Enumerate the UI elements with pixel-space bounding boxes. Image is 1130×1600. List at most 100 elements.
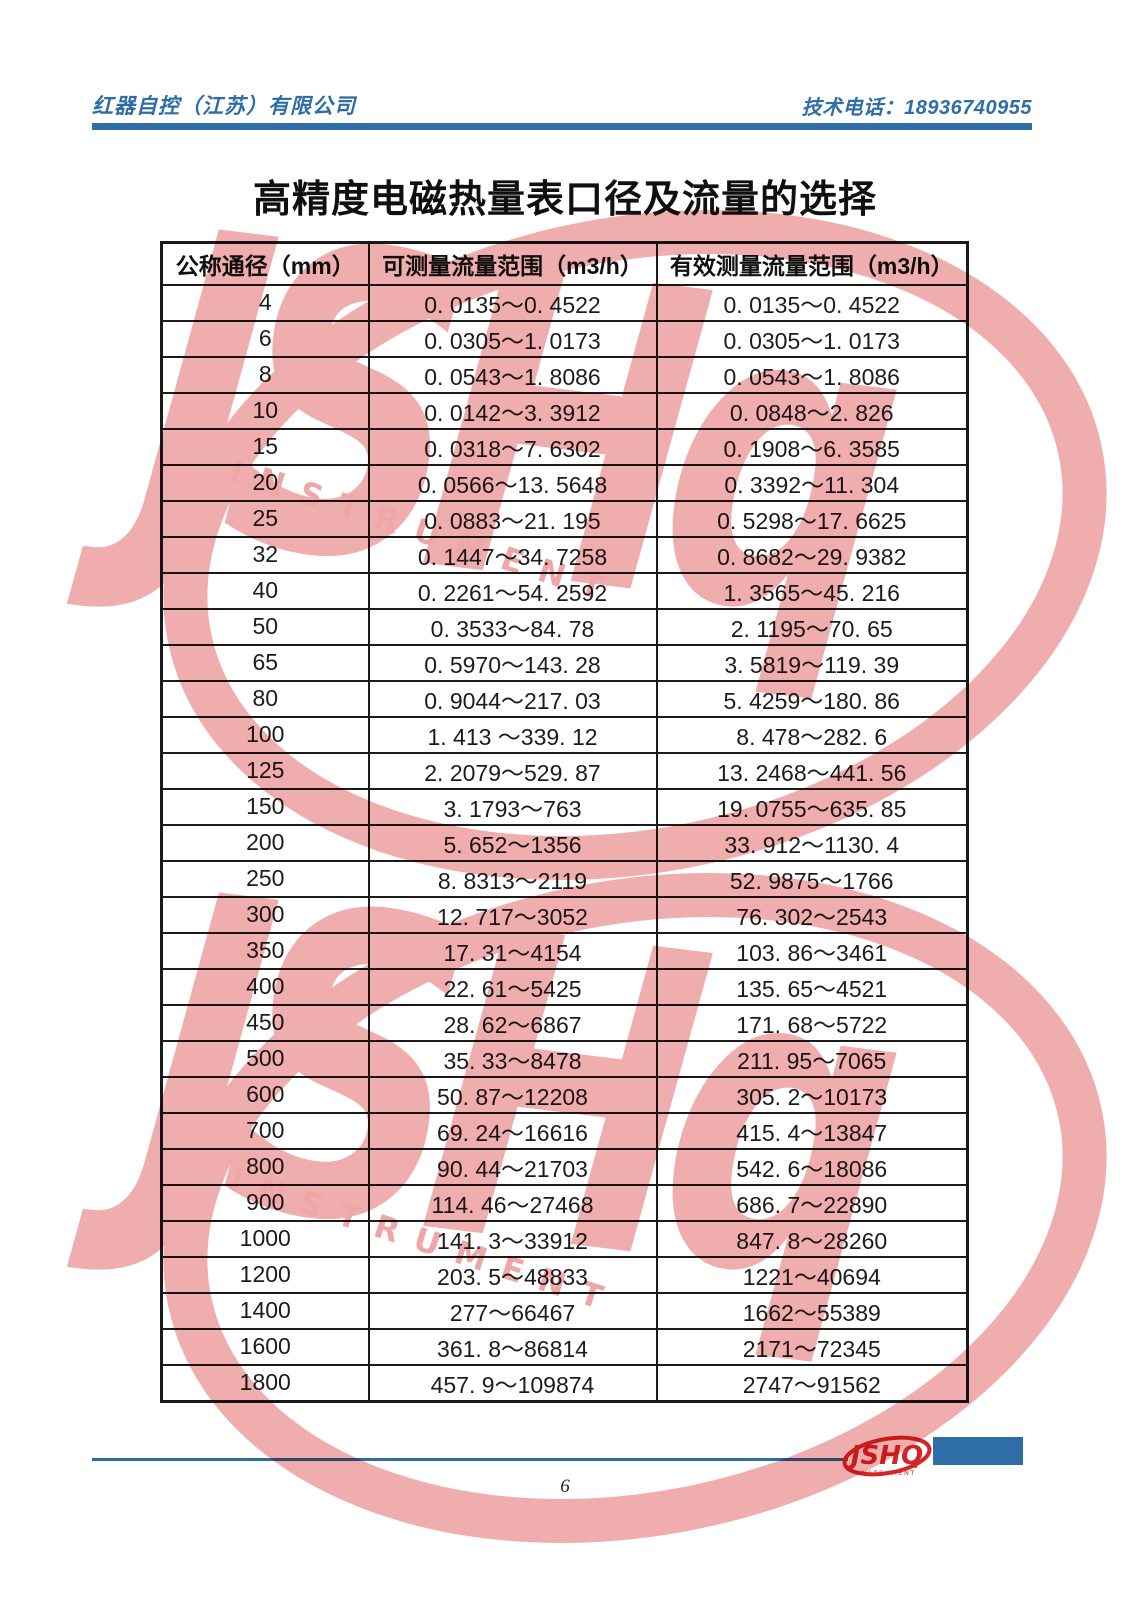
- cell-diameter: 100: [160, 715, 370, 754]
- cell-diameter: 1800: [160, 1363, 370, 1402]
- table-row: 350 17. 31～4154 103. 86～3461: [160, 931, 969, 970]
- cell-diameter: 600: [160, 1075, 370, 1114]
- table-row: 500 35. 33～8478 211. 95～7065: [160, 1039, 969, 1078]
- cell-effective-range: 0. 0305～1. 0173: [655, 319, 969, 358]
- cell-diameter: 20: [160, 463, 370, 502]
- page-title: 高精度电磁热量表口径及流量的选择: [252, 179, 877, 221]
- cell-measurable-range: 5. 652～1356: [367, 823, 658, 862]
- cell-diameter: 80: [160, 679, 370, 718]
- cell-measurable-range: 1. 413 ～339. 12: [367, 715, 658, 754]
- cell-diameter: 900: [160, 1183, 370, 1222]
- cell-diameter: 200: [160, 823, 370, 862]
- cell-diameter: 1600: [160, 1327, 370, 1366]
- table-row: 40 0. 2261～54. 2592 1. 3565～45. 216: [160, 571, 969, 610]
- cell-measurable-range: 3. 1793～763: [367, 787, 658, 826]
- cell-diameter: 250: [160, 859, 370, 898]
- table-row: 250 8. 8313～2119 52. 9875～1766: [160, 859, 969, 898]
- cell-diameter: 150: [160, 787, 370, 826]
- cell-measurable-range: 0. 0543～1. 8086: [367, 355, 658, 394]
- cell-effective-range: 0. 0543～1. 8086: [655, 355, 969, 394]
- table-row: 125 2. 2079～529. 87 13. 2468～441. 56: [160, 751, 969, 790]
- cell-diameter: 300: [160, 895, 370, 934]
- cell-diameter: 400: [160, 967, 370, 1006]
- table-body: 4 0. 0135～0. 4522 0. 0135～0. 4522 6 0. 0…: [160, 283, 969, 1402]
- table-row: 8 0. 0543～1. 8086 0. 0543～1. 8086: [160, 355, 969, 394]
- cell-effective-range: 0. 0848～2. 826: [655, 391, 969, 430]
- cell-diameter: 1400: [160, 1291, 370, 1330]
- cell-diameter: 800: [160, 1147, 370, 1186]
- cell-diameter: 40: [160, 571, 370, 610]
- cell-effective-range: 1. 3565～45. 216: [655, 571, 969, 610]
- cell-effective-range: 0. 5298～17. 6625: [655, 499, 969, 538]
- cell-effective-range: 103. 86～3461: [655, 931, 969, 970]
- cell-diameter: 350: [160, 931, 370, 970]
- cell-effective-range: 847. 8～28260: [655, 1219, 969, 1258]
- cell-measurable-range: 457. 9～109874: [367, 1363, 658, 1402]
- cell-diameter: 700: [160, 1111, 370, 1150]
- cell-effective-range: 135. 65～4521: [655, 967, 969, 1006]
- table-row: 25 0. 0883～21. 195 0. 5298～17. 6625: [160, 499, 969, 538]
- column-header-measurable-range: 可测量流量范围（m3/h）: [367, 241, 658, 286]
- page-header: 红器自控（江苏）有限公司 技术电话：18936740955: [92, 90, 1032, 120]
- cell-diameter: 50: [160, 607, 370, 646]
- cell-effective-range: 542. 6～18086: [655, 1147, 969, 1186]
- cell-measurable-range: 12. 717～3052: [367, 895, 658, 934]
- cell-measurable-range: 22. 61～5425: [367, 967, 658, 1006]
- table-row: 1000 141. 3～33912 847. 8～28260: [160, 1219, 969, 1258]
- cell-effective-range: 76. 302～2543: [655, 895, 969, 934]
- cell-measurable-range: 0. 0566～13. 5648: [367, 463, 658, 502]
- cell-measurable-range: 0. 2261～54. 2592: [367, 571, 658, 610]
- cell-diameter: 500: [160, 1039, 370, 1078]
- cell-measurable-range: 90. 44～21703: [367, 1147, 658, 1186]
- table-row: 100 1. 413 ～339. 12 8. 478～282. 6: [160, 715, 969, 754]
- cell-measurable-range: 0. 0135～0. 4522: [367, 283, 658, 322]
- table-row: 600 50. 87～12208 305. 2～10173: [160, 1075, 969, 1114]
- cell-measurable-range: 361. 8～86814: [367, 1327, 658, 1366]
- cell-measurable-range: 2. 2079～529. 87: [367, 751, 658, 790]
- cell-effective-range: 0. 3392～11. 304: [655, 463, 969, 502]
- cell-diameter: 8: [160, 355, 370, 394]
- header-divider-line: [92, 123, 1032, 130]
- table-row: 200 5. 652～1356 33. 912～1130. 4: [160, 823, 969, 862]
- cell-effective-range: 5. 4259～180. 86: [655, 679, 969, 718]
- cell-diameter: 32: [160, 535, 370, 574]
- cell-effective-range: 305. 2～10173: [655, 1075, 969, 1114]
- cell-effective-range: 19. 0755～635. 85: [655, 787, 969, 826]
- cell-effective-range: 1221～40694: [655, 1255, 969, 1294]
- table-row: 1600 361. 8～86814 2171～72345: [160, 1327, 969, 1366]
- table-row: 450 28. 62～6867 171. 68～5722: [160, 1003, 969, 1042]
- table-row: 150 3. 1793～763 19. 0755～635. 85: [160, 787, 969, 826]
- cell-measurable-range: 277～66467: [367, 1291, 658, 1330]
- cell-effective-range: 8. 478～282. 6: [655, 715, 969, 754]
- cell-diameter: 1000: [160, 1219, 370, 1258]
- cell-measurable-range: 0. 0318～7. 6302: [367, 427, 658, 466]
- table-row: 80 0. 9044～217. 03 5. 4259～180. 86: [160, 679, 969, 718]
- table-row: 6 0. 0305～1. 0173 0. 0305～1. 0173: [160, 319, 969, 358]
- logo-word: JSHQ: [846, 1441, 923, 1471]
- table-row: 700 69. 24～16616 415. 4～13847: [160, 1111, 969, 1150]
- column-header-diameter: 公称通径（mm）: [160, 241, 370, 286]
- cell-diameter: 125: [160, 751, 370, 790]
- table-row: 50 0. 3533～84. 78 2. 1195～70. 65: [160, 607, 969, 646]
- cell-diameter: 1200: [160, 1255, 370, 1294]
- table-row: 800 90. 44～21703 542. 6～18086: [160, 1147, 969, 1186]
- cell-measurable-range: 203. 5～48833: [367, 1255, 658, 1294]
- cell-effective-range: 171. 68～5722: [655, 1003, 969, 1042]
- cell-effective-range: 13. 2468～441. 56: [655, 751, 969, 790]
- cell-measurable-range: 0. 0142～3. 3912: [367, 391, 658, 430]
- table-row: 1800 457. 9～109874 2747～91562: [160, 1363, 969, 1402]
- cell-measurable-range: 8. 8313～2119: [367, 859, 658, 898]
- column-header-effective-range: 有效测量流量范围（m3/h）: [655, 241, 969, 286]
- cell-measurable-range: 35. 33～8478: [367, 1039, 658, 1078]
- cell-effective-range: 33. 912～1130. 4: [655, 823, 969, 862]
- cell-measurable-range: 0. 0305～1. 0173: [367, 319, 658, 358]
- footer-accent-block: [933, 1437, 1023, 1465]
- cell-measurable-range: 0. 0883～21. 195: [367, 499, 658, 538]
- cell-measurable-range: 69. 24～16616: [367, 1111, 658, 1150]
- cell-diameter: 65: [160, 643, 370, 682]
- table-row: 20 0. 0566～13. 5648 0. 3392～11. 304: [160, 463, 969, 502]
- cell-effective-range: 686. 7～22890: [655, 1183, 969, 1222]
- cell-measurable-range: 50. 87～12208: [367, 1075, 658, 1114]
- flow-range-table: 公称通径（mm） 可测量流量范围（m3/h） 有效测量流量范围（m3/h） 4 …: [160, 241, 969, 1403]
